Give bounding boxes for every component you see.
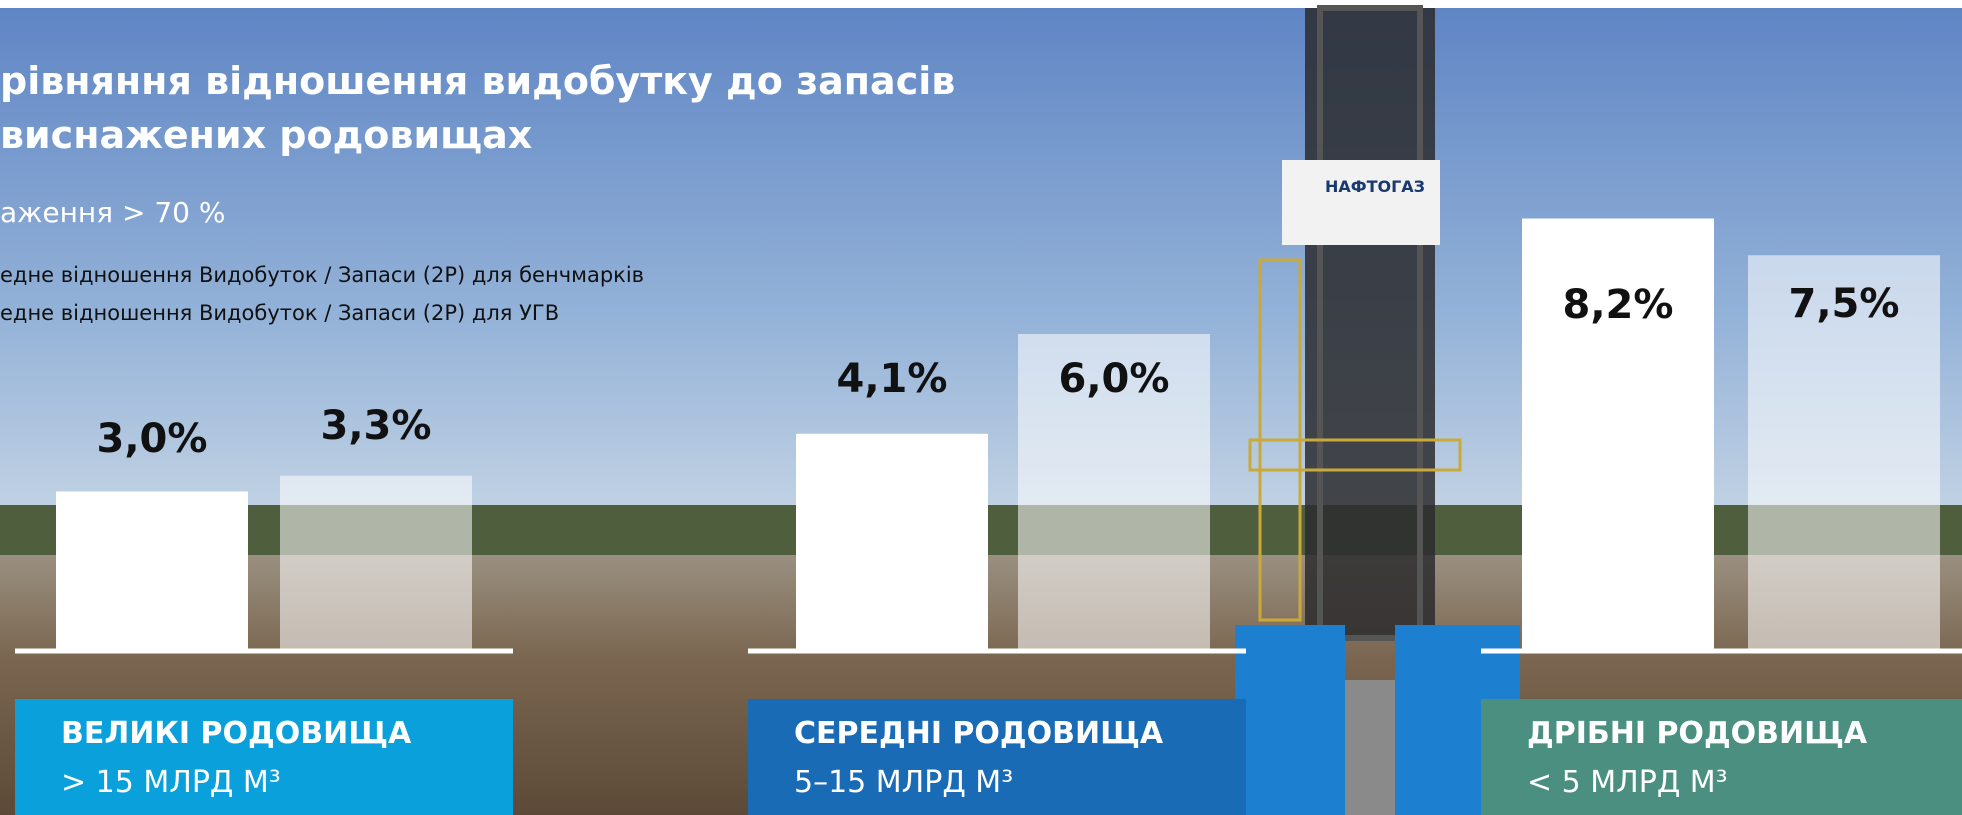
bar — [280, 475, 472, 649]
category-label: ВЕЛИКІ РОДОВИЩА — [61, 716, 412, 751]
bar — [1522, 218, 1714, 649]
bar — [1748, 255, 1940, 649]
category-sublabel: 5–15 МЛРД М³ — [794, 765, 1013, 800]
title-line: рівняння відношення видобутку до запасів — [0, 59, 955, 103]
category-label: ДРІБНІ РОДОВИЩА — [1527, 716, 1868, 751]
category-sublabel: < 5 МЛРД М³ — [1527, 765, 1728, 800]
rig-sign: НАФТОГАЗ — [1325, 177, 1425, 196]
legend-entry: едне відношення Видобуток / Запаси (2P) … — [0, 301, 559, 325]
bar — [796, 433, 988, 649]
category-label: СЕРЕДНІ РОДОВИЩА — [794, 716, 1164, 751]
drilling-rig: НАФТОГАЗ — [1235, 5, 1520, 815]
category-box — [748, 699, 1246, 815]
value-label: 7,5% — [1789, 281, 1900, 327]
legend-entry: едне відношення Видобуток / Запаси (2P) … — [0, 263, 644, 287]
category-box — [15, 699, 513, 815]
bar — [1018, 334, 1210, 649]
category-sublabel: > 15 МЛРД М³ — [61, 765, 281, 800]
value-label: 8,2% — [1563, 282, 1674, 328]
chart: едне відношення Видобуток / Запаси (2P) … — [0, 218, 1962, 815]
value-label: 3,3% — [321, 403, 432, 449]
bar — [56, 491, 248, 649]
value-label: 4,1% — [837, 356, 948, 402]
value-label: 3,0% — [97, 416, 208, 462]
title-line: виснажених родовищах — [0, 113, 532, 157]
subtitle: аження > 70 % — [0, 196, 225, 229]
category-box — [1481, 699, 1962, 815]
value-label: 6,0% — [1059, 356, 1170, 402]
